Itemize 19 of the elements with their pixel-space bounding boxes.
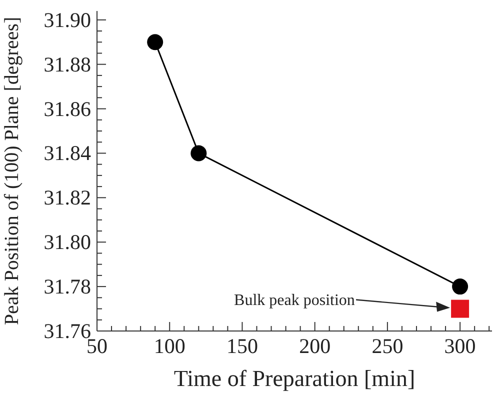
y-axis-title: Peak Position of (100) Plane [degrees]	[1, 16, 23, 326]
y-tick-label: 31.80	[44, 230, 91, 254]
x-tick-label: 300	[444, 334, 476, 358]
point	[452, 278, 468, 295]
point	[147, 34, 164, 50]
y-tick-label: 31.86	[44, 96, 91, 121]
x-tick-label: 250	[372, 334, 404, 358]
y-tick-label: 31.84	[44, 141, 92, 166]
x-tick-label: 200	[299, 334, 331, 358]
point	[451, 300, 470, 318]
x-axis-title: Time of Preparation [min]	[174, 366, 416, 391]
y-tick-label: 31.78	[44, 274, 91, 299]
x-tick-label: 150	[226, 334, 258, 358]
y-tick-label: 31.90	[44, 8, 91, 32]
point	[190, 145, 207, 162]
annotation: Bulk peak position	[234, 292, 355, 309]
y-tick-label: 31.82	[44, 186, 91, 210]
x-tick-label: 100	[154, 334, 186, 358]
y-tick-label: 31.88	[44, 52, 91, 76]
